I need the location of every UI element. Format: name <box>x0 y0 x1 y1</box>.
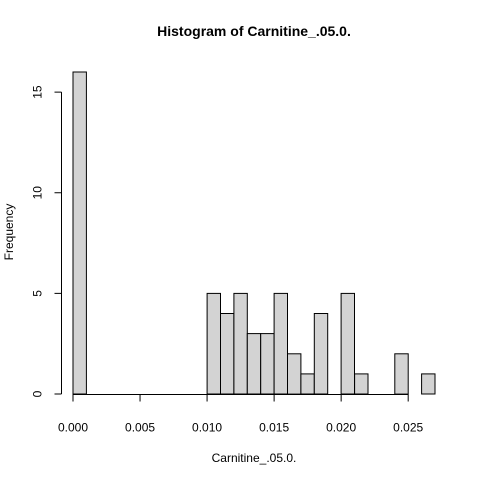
x-tick-label: 0.015 <box>259 421 289 435</box>
y-axis: 0 5 10 15 <box>31 85 62 397</box>
histogram-bar-12 <box>233 292 248 395</box>
x-tick-label: 0.010 <box>192 421 222 435</box>
histogram-bar-0 <box>72 71 87 395</box>
x-tick-label: 0.005 <box>125 421 155 435</box>
histogram-bar-11 <box>220 313 235 395</box>
chart-title: Histogram of Carnitine_.05.0. <box>157 23 351 39</box>
histogram-bar-21 <box>354 373 369 395</box>
histogram-bar-17 <box>300 373 315 395</box>
x-axis: 0.000 0.005 0.010 0.015 0.020 0.025 <box>58 394 424 435</box>
bars-layer <box>72 71 436 395</box>
histogram-bar-18 <box>313 313 329 395</box>
histogram-bar-13 <box>246 333 262 395</box>
x-tick-label: 0.020 <box>326 421 356 435</box>
y-tick-label: 5 <box>31 290 45 297</box>
y-tick-label: 0 <box>31 390 45 397</box>
y-axis-label: Frequency <box>2 204 16 261</box>
y-tick-label: 15 <box>31 85 45 99</box>
histogram-bar-26 <box>421 373 436 395</box>
histogram-bar-10 <box>206 292 222 395</box>
x-tick-label: 0.000 <box>58 421 88 435</box>
x-axis-label: Carnitine_.05.0. <box>212 451 297 465</box>
histogram-bar-14 <box>260 333 275 395</box>
x-tick-label: 0.025 <box>393 421 423 435</box>
histogram-bar-15 <box>273 292 289 395</box>
histogram-bar-16 <box>287 353 302 395</box>
histogram-bar-20 <box>340 292 356 395</box>
histogram-bar-24 <box>394 353 409 395</box>
y-tick-label: 10 <box>31 186 45 200</box>
